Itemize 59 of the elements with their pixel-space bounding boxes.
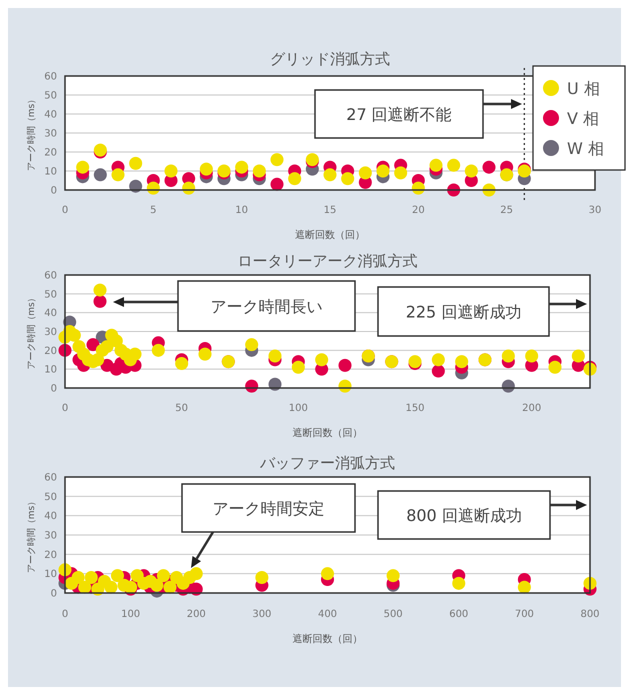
annotation: 27 回遮断不能: [346, 105, 452, 124]
x-tick-label: 15: [324, 205, 336, 216]
x-tick-label: 150: [405, 403, 425, 414]
y-tick-label: 50: [44, 90, 57, 102]
chart-title: グリッド消弧方式: [270, 50, 390, 68]
x-tick-label: 0: [62, 403, 68, 414]
y-tick-label: 30: [44, 530, 57, 542]
y-tick-label: 0: [50, 186, 57, 196]
y-tick-label: 60: [44, 472, 57, 484]
y-axis-title: アーク時間（ms）: [26, 496, 37, 574]
y-tick-label: 40: [44, 110, 57, 120]
x-tick-label: 200: [186, 609, 206, 620]
chart-title: バッファー消弧方式: [259, 454, 395, 472]
y-tick-label: 60: [44, 270, 57, 282]
x-tick-label: 300: [252, 609, 272, 620]
y-tick-label: 0: [50, 588, 57, 600]
y-tick-label: 10: [44, 569, 57, 580]
y-tick-label: 60: [44, 72, 57, 82]
y-tick-label: 20: [44, 550, 57, 561]
x-tick-label: 200: [522, 403, 542, 414]
annotation: 800 回遮断成功: [406, 506, 522, 525]
x-tick-label: 400: [318, 609, 338, 620]
y-tick-label: 50: [44, 289, 57, 300]
chart-title: ロータリーアーク消弧方式: [238, 252, 418, 270]
x-tick-label: 25: [500, 205, 514, 216]
x-axis-title: 遮断回数（回）: [292, 427, 362, 439]
x-tick-label: 30: [588, 205, 602, 216]
x-axis-title: 遮断回数（回）: [295, 229, 365, 241]
x-tick-label: 0: [62, 609, 68, 620]
annotation: アーク時間安定: [212, 499, 324, 518]
y-tick-label: 40: [44, 511, 57, 522]
y-tick-label: 50: [44, 492, 57, 503]
legend-label: V 相: [567, 109, 600, 128]
y-tick-label: 40: [44, 308, 57, 320]
x-tick-label: 0: [62, 205, 68, 216]
x-tick-label: 100: [288, 403, 308, 414]
x-tick-label: 800: [580, 609, 600, 620]
x-axis-title: 遮断回数（回）: [292, 633, 362, 645]
y-axis-title: アーク時間（ms）: [26, 293, 37, 370]
y-axis-title: アーク時間（ms）: [26, 94, 37, 172]
x-tick-label: 100: [121, 609, 140, 620]
x-tick-label: 10: [235, 205, 248, 216]
legend-label: U 相: [567, 79, 600, 98]
annotation: 225 回遮断成功: [406, 302, 522, 322]
x-tick-label: 5: [150, 205, 157, 216]
x-tick-label: 50: [175, 403, 188, 414]
y-tick-label: 20: [44, 346, 57, 357]
legend-label: W 相: [567, 139, 604, 158]
y-tick-label: 10: [44, 364, 57, 376]
y-tick-label: 30: [44, 327, 57, 338]
y-tick-label: 10: [44, 166, 57, 178]
y-tick-label: 30: [44, 128, 57, 140]
y-tick-label: 0: [50, 384, 57, 394]
annotation: アーク時間長い: [210, 297, 322, 316]
x-tick-label: 700: [514, 609, 534, 620]
y-tick-label: 20: [44, 148, 57, 158]
x-tick-label: 20: [412, 205, 425, 216]
x-tick-label: 600: [449, 609, 468, 620]
x-tick-label: 500: [384, 609, 403, 620]
